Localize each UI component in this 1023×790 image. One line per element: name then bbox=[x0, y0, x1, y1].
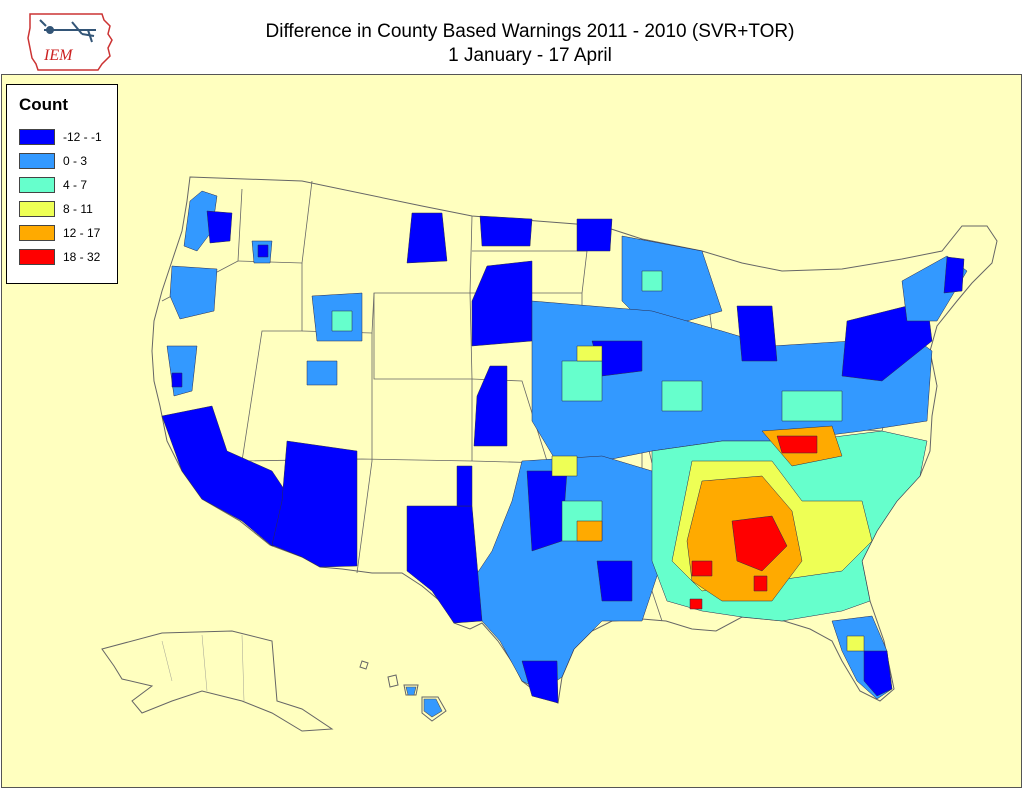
county-fills bbox=[161, 190, 968, 704]
hawaii-warnings bbox=[405, 686, 443, 718]
iem-logo: IEM bbox=[27, 13, 113, 71]
legend-label: 0 - 3 bbox=[63, 154, 88, 168]
logo-text: IEM bbox=[43, 47, 74, 64]
legend-label: 18 - 32 bbox=[63, 250, 101, 264]
alaska-outline bbox=[101, 630, 334, 732]
alaska-lines bbox=[161, 634, 245, 702]
map-title: Difference in County Based Warnings 2011… bbox=[130, 20, 930, 68]
title-line-2: 1 January - 17 April bbox=[448, 45, 612, 66]
legend-swatch bbox=[19, 177, 55, 193]
legend-swatch bbox=[19, 225, 55, 241]
legend-label: 4 - 7 bbox=[63, 178, 88, 192]
legend-swatch bbox=[19, 153, 55, 169]
legend-title: Count bbox=[19, 95, 69, 114]
legend-swatch bbox=[19, 201, 55, 217]
legend-label: -12 - -1 bbox=[63, 130, 102, 144]
legend-swatch bbox=[19, 129, 55, 145]
legend-label: 8 - 11 bbox=[63, 202, 93, 216]
title-line-1: Difference in County Based Warnings 2011… bbox=[265, 21, 795, 42]
map-frame bbox=[1, 74, 1022, 788]
us-county-map bbox=[101, 176, 998, 732]
header: IEM Difference in County Based Warnings … bbox=[0, 0, 1023, 74]
legend: Count -12 - -1 0 - 3 4 - 7 8 - 11 12 - 17 18 … bbox=[6, 84, 118, 284]
legend-label: 12 - 17 bbox=[63, 226, 101, 240]
legend-swatch bbox=[19, 249, 55, 265]
